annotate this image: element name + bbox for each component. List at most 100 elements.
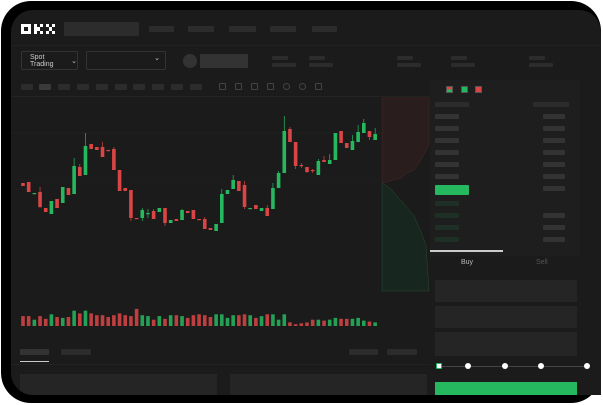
- interval-button[interactable]: [21, 84, 33, 90]
- volume-bar: [248, 315, 252, 326]
- settings-icon[interactable]: [299, 83, 306, 90]
- candle-body: [191, 210, 196, 219]
- ask-price: [435, 174, 459, 179]
- fullscreen-icon[interactable]: [315, 83, 322, 90]
- bid-amount: [543, 225, 565, 230]
- slider-stop[interactable]: [436, 363, 442, 369]
- ask-amount: [543, 174, 565, 179]
- interval-button[interactable]: [39, 84, 51, 90]
- volume-bar: [180, 316, 184, 326]
- volume-bar: [231, 315, 235, 326]
- bid-price: [435, 201, 459, 206]
- indicator-icon[interactable]: [219, 83, 226, 90]
- volume-bar: [112, 315, 116, 326]
- interval-button[interactable]: [115, 84, 127, 90]
- volume-bar: [72, 310, 76, 326]
- volume-bar: [327, 319, 332, 326]
- candle-body: [157, 208, 162, 212]
- interval-button[interactable]: [171, 84, 183, 90]
- slider-stop[interactable]: [584, 363, 590, 369]
- volume-bar: [225, 317, 230, 326]
- bottom-action[interactable]: [349, 349, 378, 355]
- candle-body: [333, 133, 338, 160]
- line-icon[interactable]: [251, 83, 258, 90]
- nav-item[interactable]: [270, 26, 296, 32]
- volume-bar: [66, 317, 71, 326]
- stat-value: [397, 63, 421, 67]
- tab-sell[interactable]: Sell: [536, 259, 548, 266]
- candle-body: [140, 210, 145, 218]
- orderbook-view-bids-icon[interactable]: [461, 86, 468, 93]
- candle-body: [60, 187, 65, 203]
- amount-input[interactable]: [435, 306, 577, 328]
- ruler-icon[interactable]: [267, 83, 274, 90]
- volume-bar: [254, 317, 258, 326]
- candle-body: [78, 167, 82, 176]
- bottom-action[interactable]: [387, 349, 417, 355]
- candle-body: [129, 190, 133, 218]
- volume-bar: [322, 320, 326, 326]
- volume-bar: [83, 310, 88, 326]
- nav-item[interactable]: [188, 26, 214, 32]
- candle-body: [299, 165, 304, 167]
- pair-select[interactable]: ⌄: [86, 51, 166, 70]
- toolbar-divider: [11, 96, 431, 97]
- orders-panel-right: [230, 374, 427, 395]
- nav-item[interactable]: [312, 26, 337, 32]
- candle-body: [134, 218, 139, 220]
- chart-type-icon[interactable]: [235, 83, 242, 90]
- interval-button[interactable]: [96, 84, 108, 90]
- camera-icon[interactable]: [283, 83, 290, 90]
- interval-button[interactable]: [190, 84, 202, 90]
- candle-body: [55, 199, 59, 208]
- pair-price: [200, 54, 248, 68]
- volume-bar: [208, 317, 213, 326]
- slider-stop[interactable]: [538, 363, 544, 369]
- orderbook-view-asks-icon[interactable]: [475, 86, 482, 93]
- volume-bar: [288, 322, 292, 326]
- volume-bar: [293, 324, 298, 326]
- candle-body: [106, 150, 110, 152]
- volume-bar: [21, 316, 25, 326]
- chevron-down-icon: ⌄: [154, 55, 160, 62]
- candle-body: [288, 129, 292, 142]
- volume-bar: [129, 316, 133, 326]
- candle-body: [237, 181, 241, 191]
- volume-bar: [237, 315, 241, 326]
- ask-price: [435, 150, 459, 155]
- orderbook-view-both-icon[interactable]: [446, 86, 453, 93]
- volume-bar: [95, 315, 99, 326]
- bottom-tab-history[interactable]: [61, 349, 91, 355]
- ask-amount: [543, 186, 565, 191]
- interval-button[interactable]: [77, 84, 89, 90]
- volume-bar: [146, 316, 150, 326]
- interval-button[interactable]: [152, 84, 164, 90]
- bottom-tab-open-orders[interactable]: [20, 349, 49, 355]
- volume-bar: [197, 314, 201, 326]
- buy-button[interactable]: [435, 382, 577, 395]
- candle-body: [168, 220, 173, 223]
- candle-body: [49, 201, 54, 214]
- total-input[interactable]: [435, 332, 577, 356]
- interval-button[interactable]: [133, 84, 145, 90]
- search-bar[interactable]: [64, 22, 139, 36]
- slider-stop[interactable]: [465, 363, 471, 369]
- nav-item[interactable]: [229, 26, 256, 32]
- candle-body: [117, 170, 122, 191]
- candle-body: [163, 208, 167, 223]
- ask-amount: [543, 126, 565, 131]
- interval-button[interactable]: [58, 84, 70, 90]
- candle-body: [344, 143, 349, 148]
- price-input[interactable]: [435, 280, 577, 302]
- tab-buy[interactable]: Buy: [461, 259, 474, 266]
- candle-body: [322, 160, 326, 162]
- slider-stop[interactable]: [502, 363, 508, 369]
- candle-body: [271, 188, 275, 209]
- nav-item[interactable]: [149, 26, 174, 32]
- market-select[interactable]: Spot Trading ⌄: [21, 51, 78, 70]
- volume-bar: [265, 314, 270, 326]
- volume-bar: [373, 322, 377, 326]
- stat-label: [309, 56, 325, 60]
- stat-label: [397, 56, 413, 60]
- amount-slider-track[interactable]: [439, 366, 589, 367]
